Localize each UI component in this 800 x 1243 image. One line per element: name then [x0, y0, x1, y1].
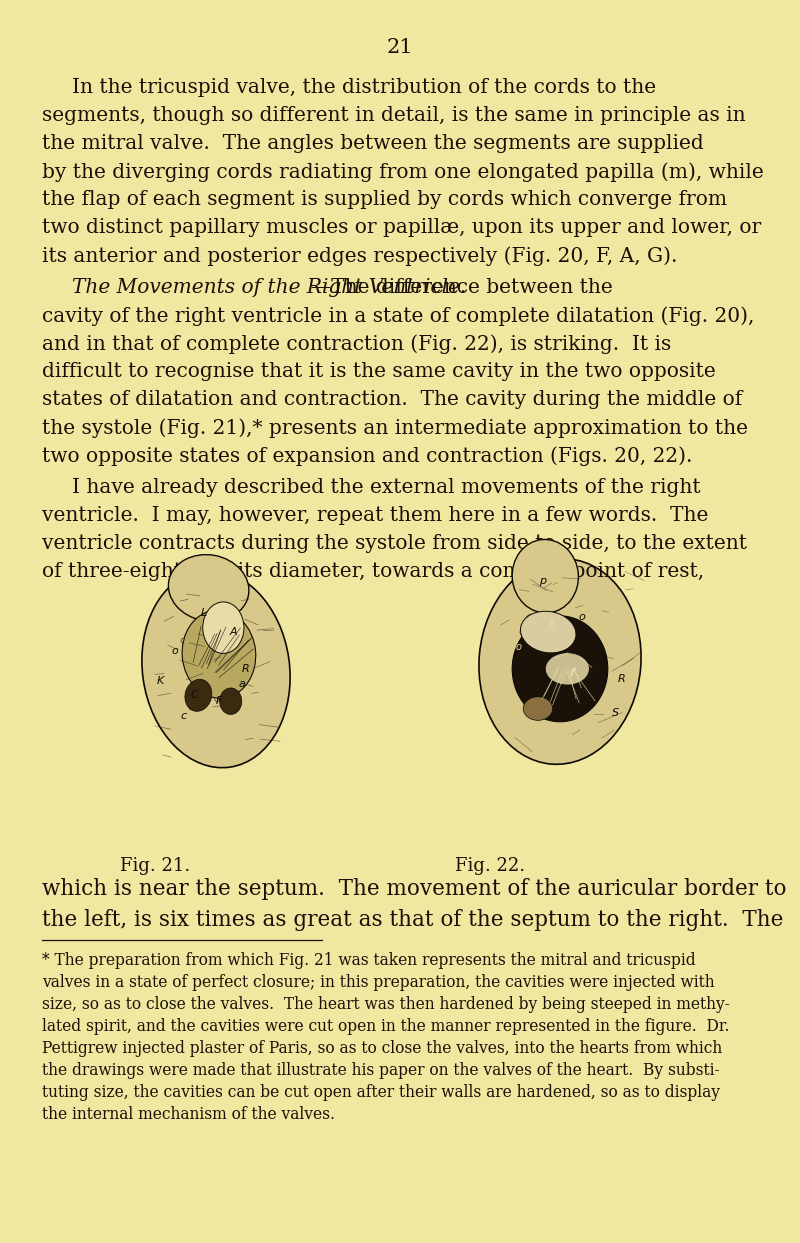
Text: of three-eighths of its diameter, towards a common point of rest,: of three-eighths of its diameter, toward… — [42, 562, 704, 582]
Ellipse shape — [220, 687, 242, 715]
Text: the flap of each segment is supplied by cords which converge from: the flap of each segment is supplied by … — [42, 190, 727, 209]
Text: Fig. 22.: Fig. 22. — [455, 856, 525, 875]
Text: Pettigrew injected plaster of Paris, so as to close the valves, into the hearts : Pettigrew injected plaster of Paris, so … — [42, 1040, 722, 1057]
Text: K: K — [157, 676, 164, 686]
Text: ventricle contracts during the systole from side to side, to the extent: ventricle contracts during the systole f… — [42, 534, 747, 553]
Text: which is near the septum.  The movement of the auricular border to: which is near the septum. The movement o… — [42, 878, 786, 900]
Text: its anterior and posterior edges respectively (Fig. 20, F, A, G).: its anterior and posterior edges respect… — [42, 246, 678, 266]
Text: f: f — [570, 669, 574, 679]
Text: ventricle.  I may, however, repeat them here in a few words.  The: ventricle. I may, however, repeat them h… — [42, 506, 708, 526]
Text: cavity of the right ventricle in a state of complete dilatation (Fig. 20),: cavity of the right ventricle in a state… — [42, 306, 754, 326]
Ellipse shape — [479, 558, 641, 764]
Text: A: A — [230, 626, 238, 638]
Text: Δ: Δ — [550, 620, 556, 630]
Ellipse shape — [142, 571, 290, 768]
Text: the drawings were made that illustrate his paper on the valves of the heart.  By: the drawings were made that illustrate h… — [42, 1062, 720, 1079]
Text: L: L — [201, 608, 207, 618]
Text: the internal mechanism of the valves.: the internal mechanism of the valves. — [42, 1106, 335, 1122]
Ellipse shape — [185, 680, 212, 711]
Text: and in that of complete contraction (Fig. 22), is striking.  It is: and in that of complete contraction (Fig… — [42, 334, 671, 354]
Ellipse shape — [523, 697, 553, 721]
Text: o: o — [516, 641, 522, 651]
Text: tuting size, the cavities can be cut open after their walls are hardened, so as : tuting size, the cavities can be cut ope… — [42, 1084, 720, 1101]
Text: segments, though so different in detail, is the same in principle as in: segments, though so different in detail,… — [42, 106, 746, 126]
Text: * The preparation from which Fig. 21 was taken represents the mitral and tricusp: * The preparation from which Fig. 21 was… — [42, 952, 696, 970]
Text: size, so as to close the valves.  The heart was then hardened by being steeped i: size, so as to close the valves. The hea… — [42, 996, 730, 1013]
Text: C: C — [190, 690, 198, 700]
Text: a: a — [239, 679, 246, 689]
Text: the systole (Fig. 21),* presents an intermediate approximation to the: the systole (Fig. 21),* presents an inte… — [42, 418, 748, 438]
Text: o: o — [171, 646, 178, 656]
Text: two opposite states of expansion and contraction (Figs. 20, 22).: two opposite states of expansion and con… — [42, 446, 692, 466]
Text: the left, is six times as great as that of the septum to the right.  The: the left, is six times as great as that … — [42, 909, 783, 931]
Text: —The difference between the: —The difference between the — [311, 278, 614, 297]
Text: Fig. 21.: Fig. 21. — [120, 856, 190, 875]
Text: c: c — [181, 711, 186, 721]
Ellipse shape — [512, 617, 608, 722]
Ellipse shape — [182, 610, 256, 699]
Text: the mitral valve.  The angles between the segments are supplied: the mitral valve. The angles between the… — [42, 134, 704, 153]
Text: valves in a state of perfect closure; in this preparation, the cavities were inj: valves in a state of perfect closure; in… — [42, 975, 714, 991]
Text: states of dilatation and contraction.  The cavity during the middle of: states of dilatation and contraction. Th… — [42, 390, 742, 409]
Text: In the tricuspid valve, the distribution of the cords to the: In the tricuspid valve, the distribution… — [72, 78, 656, 97]
Text: o: o — [578, 613, 586, 623]
Text: The Movements of the Right Ventricle.: The Movements of the Right Ventricle. — [72, 278, 466, 297]
Text: F: F — [216, 696, 222, 706]
Ellipse shape — [512, 539, 578, 613]
Text: lated spirit, and the cavities were cut open in the manner represented in the fi: lated spirit, and the cavities were cut … — [42, 1018, 730, 1035]
Text: R: R — [618, 674, 626, 684]
Text: by the diverging cords radiating from one elongated papilla (m), while: by the diverging cords radiating from on… — [42, 162, 764, 181]
Ellipse shape — [521, 612, 576, 653]
Text: 21: 21 — [386, 39, 414, 57]
Text: p: p — [538, 576, 546, 585]
Text: I have already described the external movements of the right: I have already described the external mo… — [72, 479, 701, 497]
Text: difficult to recognise that it is the same cavity in the two opposite: difficult to recognise that it is the sa… — [42, 362, 716, 382]
Ellipse shape — [202, 602, 244, 654]
Text: two distinct papillary muscles or papillæ, upon its upper and lower, or: two distinct papillary muscles or papill… — [42, 218, 762, 237]
Ellipse shape — [546, 653, 590, 685]
Text: R: R — [242, 664, 250, 674]
Ellipse shape — [169, 554, 249, 622]
Text: S: S — [612, 709, 619, 718]
